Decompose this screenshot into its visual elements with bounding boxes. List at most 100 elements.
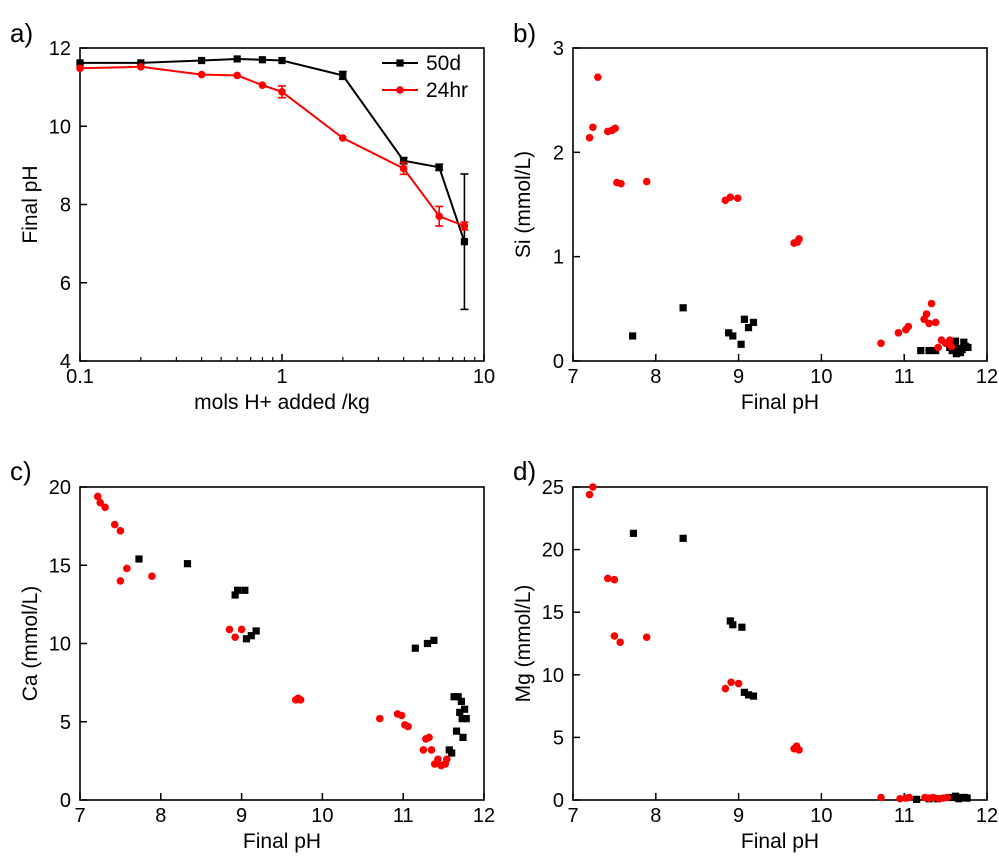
data-point bbox=[460, 238, 469, 246]
data-point bbox=[457, 697, 465, 706]
data-point bbox=[589, 483, 597, 491]
x-tick-label: 0.1 bbox=[66, 366, 94, 388]
plot-frame bbox=[572, 486, 988, 801]
data-point bbox=[726, 617, 734, 625]
legend-marker bbox=[396, 86, 404, 94]
legend-label: 50d bbox=[426, 52, 461, 75]
y-tick-label: 15 bbox=[49, 555, 71, 577]
plot-frame bbox=[572, 47, 988, 362]
data-point bbox=[448, 749, 456, 757]
x-axis-title: Final pH bbox=[243, 830, 321, 853]
data-point bbox=[399, 164, 408, 173]
data-point bbox=[603, 574, 612, 583]
x-tick-label: 8 bbox=[155, 805, 166, 827]
data-point bbox=[435, 212, 443, 221]
data-point bbox=[738, 623, 746, 631]
panel-label: a) bbox=[10, 18, 33, 48]
series-50d bbox=[629, 304, 972, 358]
data-point bbox=[278, 56, 286, 65]
data-point bbox=[585, 490, 594, 499]
data-point bbox=[744, 691, 753, 699]
x-tick-label: 9 bbox=[733, 366, 744, 388]
data-point bbox=[679, 534, 687, 542]
legend-marker bbox=[396, 59, 404, 67]
data-point bbox=[629, 529, 638, 537]
data-point bbox=[247, 632, 255, 640]
series-24hr bbox=[76, 62, 469, 231]
data-point bbox=[258, 56, 267, 64]
data-point bbox=[721, 684, 730, 693]
data-point bbox=[339, 71, 347, 79]
data-point bbox=[425, 733, 433, 742]
data-point bbox=[460, 222, 469, 230]
data-point bbox=[116, 577, 125, 585]
data-point bbox=[740, 315, 748, 323]
data-point bbox=[943, 793, 952, 802]
chart-panel-1: a) 0.1 1 10 4 6 8 10 12 mols H+ added /kg Final pH… bbox=[10, 18, 495, 414]
panel-label: d) bbox=[513, 456, 536, 486]
data-point bbox=[423, 639, 432, 648]
y-tick-label: 2 bbox=[553, 142, 564, 164]
data-point bbox=[198, 56, 206, 65]
data-point bbox=[734, 679, 743, 688]
data-point bbox=[231, 633, 239, 642]
data-point bbox=[148, 572, 156, 581]
data-point bbox=[642, 177, 651, 186]
y-tick-label: 5 bbox=[60, 712, 71, 734]
y-tick-label: 8 bbox=[60, 195, 71, 217]
chart-panel-4: d) 7 8 9 10 11 12 0 5 10 15 20 25 Final pH Mg (mmol/L) bbox=[512, 456, 998, 853]
data-point bbox=[589, 123, 597, 132]
y-tick-label: 20 bbox=[49, 477, 71, 499]
data-point bbox=[932, 346, 940, 355]
x-tick-label: 8 bbox=[650, 805, 661, 827]
x-tick-label: 10 bbox=[810, 805, 832, 827]
series-50d bbox=[76, 55, 469, 311]
data-point bbox=[296, 696, 305, 704]
data-point bbox=[233, 71, 241, 80]
data-point bbox=[642, 633, 651, 642]
data-point bbox=[931, 318, 940, 327]
data-point bbox=[733, 194, 742, 203]
data-point bbox=[135, 555, 143, 563]
y-tick-label: 5 bbox=[553, 727, 564, 749]
x-tick-label: 11 bbox=[894, 366, 915, 388]
y-tick-label: 20 bbox=[542, 540, 564, 562]
x-tick-label: 12 bbox=[473, 805, 495, 827]
x-tick-label: 7 bbox=[567, 805, 578, 827]
y-tick-label: 4 bbox=[60, 351, 71, 373]
data-point bbox=[905, 793, 913, 802]
data-point bbox=[225, 625, 234, 634]
data-point bbox=[419, 746, 428, 754]
data-point bbox=[952, 350, 960, 358]
data-point bbox=[795, 746, 803, 754]
data-point bbox=[726, 193, 735, 201]
y-tick-label: 6 bbox=[60, 273, 71, 295]
y-axis-title: Mg (mmol/L) bbox=[512, 585, 535, 703]
data-point bbox=[110, 520, 119, 529]
data-point bbox=[960, 338, 968, 346]
series-50d bbox=[135, 555, 470, 757]
data-point bbox=[729, 621, 737, 629]
data-point bbox=[76, 64, 84, 73]
x-tick-label: 7 bbox=[74, 805, 85, 827]
x-tick-label: 11 bbox=[393, 805, 414, 827]
data-point bbox=[617, 179, 625, 188]
y-tick-label: 1 bbox=[553, 247, 564, 269]
data-point bbox=[233, 55, 241, 63]
data-point bbox=[963, 794, 971, 802]
panel-label: b) bbox=[513, 18, 536, 48]
data-point bbox=[101, 503, 109, 512]
series-line bbox=[80, 57, 466, 243]
data-point bbox=[947, 342, 956, 351]
series-24hr bbox=[585, 483, 952, 803]
y-tick-label: 15 bbox=[542, 602, 564, 624]
data-point bbox=[231, 591, 239, 599]
panel-label: c) bbox=[10, 456, 32, 486]
data-point bbox=[749, 318, 758, 326]
data-point bbox=[241, 586, 249, 594]
series-line bbox=[79, 65, 465, 227]
data-point bbox=[258, 81, 267, 89]
data-point bbox=[233, 586, 242, 594]
